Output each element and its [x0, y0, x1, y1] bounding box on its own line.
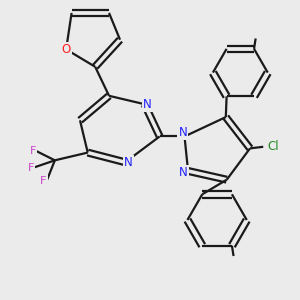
Text: Cl: Cl	[267, 140, 279, 153]
Text: N: N	[143, 98, 152, 111]
Text: F: F	[40, 176, 47, 186]
Text: F: F	[28, 163, 34, 173]
Text: N: N	[124, 156, 133, 169]
Text: F: F	[30, 146, 36, 156]
Text: N: N	[179, 166, 188, 179]
Text: N: N	[178, 126, 187, 139]
Text: O: O	[61, 43, 71, 56]
